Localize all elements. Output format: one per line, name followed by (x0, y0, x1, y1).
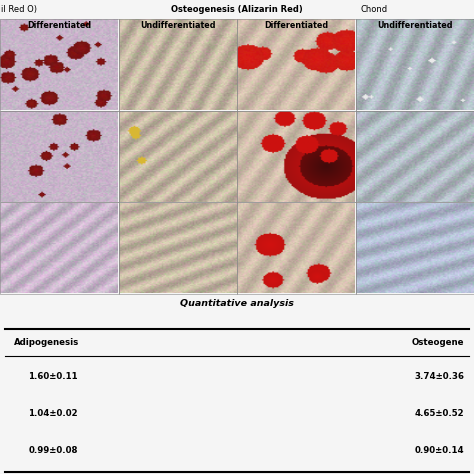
Text: Adipogenesis: Adipogenesis (14, 338, 80, 347)
Text: Undifferentiated: Undifferentiated (140, 21, 216, 30)
Text: 0.99±0.08: 0.99±0.08 (28, 446, 78, 455)
Text: Quantitative analysis: Quantitative analysis (180, 299, 294, 308)
Text: 1.60±0.11: 1.60±0.11 (28, 372, 78, 381)
Text: 0.90±0.14: 0.90±0.14 (415, 446, 465, 455)
Text: Differentiated: Differentiated (264, 21, 328, 30)
Text: Chond: Chond (360, 5, 387, 14)
Text: il Red O): il Red O) (1, 5, 37, 14)
Text: Differentiated: Differentiated (27, 21, 91, 30)
Text: 4.65±0.52: 4.65±0.52 (415, 409, 465, 418)
Text: 3.74±0.36: 3.74±0.36 (415, 372, 465, 381)
Text: Undifferentiated: Undifferentiated (377, 21, 453, 30)
Text: Osteogene: Osteogene (412, 338, 465, 347)
Text: 1.04±0.02: 1.04±0.02 (28, 409, 78, 418)
Text: Osteogenesis (Alizarin Red): Osteogenesis (Alizarin Red) (171, 5, 303, 14)
